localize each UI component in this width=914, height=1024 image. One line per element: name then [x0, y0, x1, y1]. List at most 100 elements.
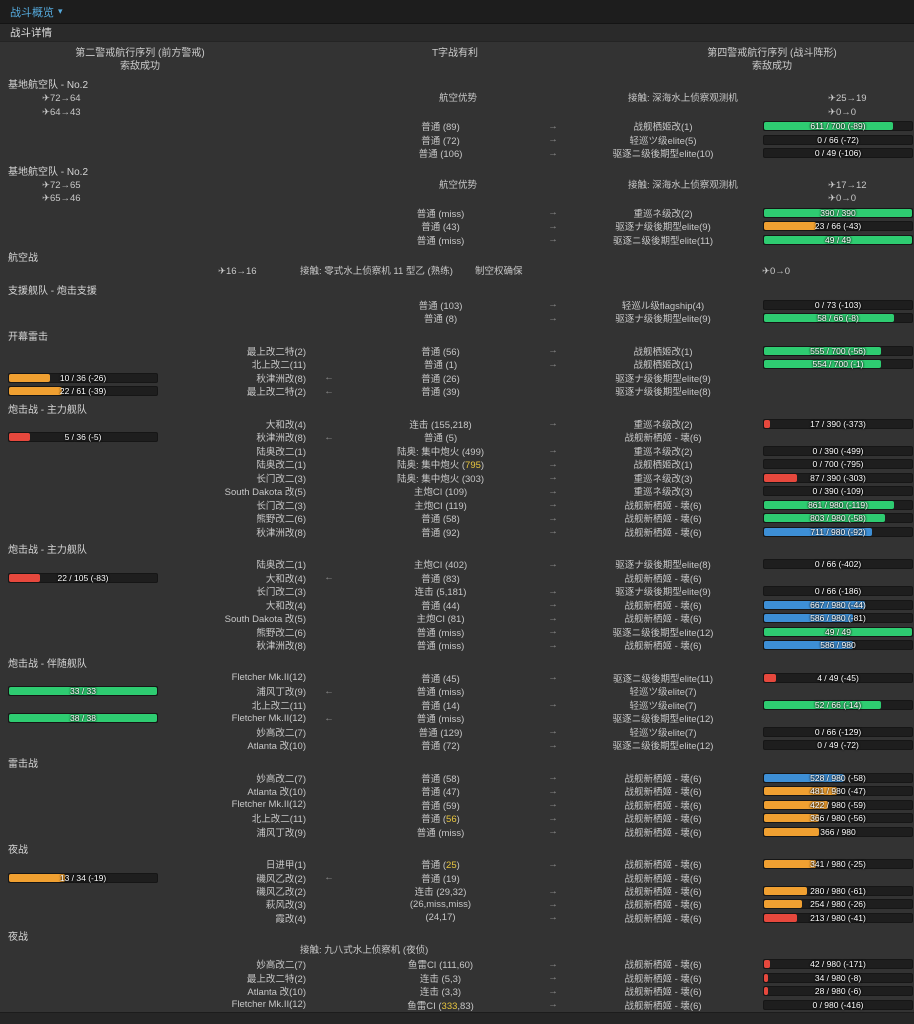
attack-row: 普通 (103) → 轻巡ル级flagship(4) 0 / 73 (-103) — [0, 298, 914, 312]
attack-row: 霞改(4) (24,17) → 战舰新栖姬 - 壊(6) 213 / 980 (-41) — [0, 911, 914, 925]
detection-row: 索敌成功 索敌成功 — [0, 60, 914, 73]
battle-overview-dropdown[interactable]: 战斗概览 — [10, 6, 54, 19]
enemy-hp-cell: 23 / 66 (-43) — [755, 221, 914, 231]
enemy-hp-cell: 481 / 980 (-47) — [755, 786, 914, 796]
attack-value: 普通 (43) — [421, 222, 460, 233]
enemy-name: 战舰新栖姬 - 壊(6) — [624, 641, 702, 652]
damage-arrow-left: ← — [324, 872, 334, 883]
damage-arrow-right: → — [548, 826, 558, 837]
attack-row: 长门改二(3) 陆奥: 集中炮火 (303) → 重巡ネ级改(3) 87 / 390 (… — [0, 471, 914, 485]
damage-arrow-right: → — [548, 234, 558, 245]
phase-label: 雷击战 — [8, 758, 38, 770]
ship-name: 最上改二特(2) — [246, 387, 306, 398]
enemy-name: 轻巡ツ级elite(7) — [629, 687, 697, 698]
attack-value: 陆奥: 集中炮火 (499) — [396, 446, 485, 458]
hp-bar: 0 / 73 (-103) — [763, 299, 913, 310]
enemy-hp-cell: 555 / 700 (-56) — [755, 345, 914, 356]
attack-value: 主炮CI (119) — [414, 500, 467, 512]
attack-value: 普通 (1) — [423, 360, 458, 371]
enemy-name: 轻巡ツ级elite(7) — [629, 727, 697, 739]
enemy-name: 驱逐ニ级後期型elite(10) — [612, 149, 714, 160]
attack-value: 鱼雷CI (111,60) — [407, 960, 474, 971]
enemy-hp-cell: 611 / 700 (-89) — [755, 121, 914, 131]
hp-bar-text: 366 / 980 — [820, 826, 856, 837]
ship-name: Atlanta 改(10) — [247, 987, 306, 998]
attack-value: 普通 (58) — [421, 773, 460, 785]
damage-arrow-right: → — [548, 799, 558, 810]
hp-bar: 34 / 980 (-8) — [763, 972, 913, 983]
enemy-name: 战舰栖姬改(1) — [633, 360, 693, 371]
attack-value: 主炮CI (81) — [416, 614, 465, 625]
enemy-hp-cell: 422 / 980 (-59) — [755, 799, 914, 810]
ship-name: 日进甲(1) — [265, 860, 306, 871]
enemy-hp-cell: 586 / 980 (-81) — [755, 613, 914, 623]
attack-row: 普通 (miss) → 驱逐ニ级後期型elite(11) 49 / 49 — [0, 233, 914, 247]
attack-row: 最上改二特(2) 普通 (56) → 战舰栖姬改(1) 555 / 700 (-56) — [0, 344, 914, 358]
hp-bar: 280 / 980 (-61) — [763, 886, 913, 896]
hp-bar-text: 28 / 980 (-6) — [814, 986, 862, 996]
enemy-hp-cell: 254 / 980 (-26) — [755, 899, 914, 910]
enemy-name: 轻巡ツ级elite(5) — [629, 135, 697, 147]
ship-name: 最上改二特(2) — [246, 973, 306, 985]
damage-arrow-right: → — [548, 972, 558, 983]
caret-down-icon[interactable]: ▾ — [58, 6, 63, 16]
battle-details-header[interactable]: 战斗详情 — [0, 24, 914, 42]
hp-bar-fill — [9, 433, 30, 441]
enemy-hp-cell: 390 / 390 — [755, 207, 914, 218]
enemy-name: 重巡ネ级改(2) — [633, 446, 693, 458]
damage-arrow-right: → — [548, 772, 558, 783]
hp-bar-text: 0 / 49 (-72) — [817, 740, 859, 750]
hp-bar-text: 803 / 980 (-58) — [810, 513, 866, 523]
hp-bar-text: 22 / 61 (-39) — [59, 386, 107, 396]
attack-value: 普通 (25) — [421, 860, 460, 871]
damage-arrow-right: → — [548, 858, 558, 870]
attack-value: 普通 (5) — [423, 433, 458, 444]
ship-name: South Dakota 改(5) — [224, 487, 306, 498]
enemy-hp-cell: 42 / 980 (-171) — [755, 959, 914, 969]
hp-bar-text: 555 / 700 (-56) — [810, 345, 866, 356]
damage-arrow-right: → — [548, 885, 558, 897]
attack-value: 普通 (miss) — [416, 235, 465, 247]
hp-bar: 42 / 980 (-171) — [763, 959, 913, 969]
enemy-hp-cell: 0 / 66 (-186) — [755, 586, 914, 596]
friendly-plane-count: ✈16→16 — [218, 266, 257, 277]
attack-value: (26,miss,miss) — [409, 898, 472, 910]
hp-bar-fill — [764, 600, 865, 609]
hp-bar-text: 528 / 980 (-58) — [810, 772, 866, 783]
hp-bar-fill — [764, 900, 803, 909]
attack-row: Fletcher Mk.II(12) 普通 (59) → 战舰新栖姬 - 壊(6) 42… — [0, 798, 914, 812]
hp-bar-fill — [9, 873, 66, 882]
hp-bar-fill — [764, 913, 797, 922]
attack-value: 普通 (19) — [421, 873, 460, 885]
hp-bar: 390 / 390 — [763, 207, 913, 218]
bottom-bar — [0, 1012, 914, 1024]
attack-value: 普通 (59) — [421, 800, 460, 812]
hp-bar-text: 586 / 980 (-81) — [810, 613, 866, 623]
hp-bar-fill — [764, 641, 853, 649]
friendly-plane-count: ✈72→65 — [42, 179, 81, 191]
enemy-name: 战舰新栖姬 - 壊(6) — [624, 827, 702, 839]
hp-bar: 555 / 700 (-56) — [763, 345, 913, 356]
attack-value: 普通 (miss) — [416, 627, 465, 639]
attack-row: 10 / 36 (-26) 秋津洲改(8) ← 普通 (26) 驱逐ナ级後期型elite… — [0, 371, 914, 385]
enemy-name: 战舰新栖姬 - 壊(6) — [624, 573, 702, 585]
attack-row: 13 / 34 (-19) 磯风乙改(2) ← 普通 (19) 战舰新栖姬 - 壊(6) — [0, 871, 914, 885]
enemy-contact-info: 接触: 深海水上侦察观测机 — [628, 179, 738, 191]
phase-label: 基地航空队 - No.2 — [8, 166, 89, 178]
damage-arrow-right: → — [548, 526, 558, 537]
enemy-name: 驱逐ニ级後期型elite(12) — [612, 741, 714, 752]
enemy-contact-info: 接触: 深海水上侦察观测机 — [628, 93, 738, 104]
battle-phase: 夜战 接触: 九八式水上侦察机 (夜侦) 妙高改二(7) 鱼雷CI (111,60) →… — [0, 931, 914, 1012]
hp-bar: 4 / 49 (-45) — [763, 672, 913, 683]
hp-bar-fill — [764, 314, 895, 322]
hp-bar-text: 341 / 980 (-25) — [810, 859, 866, 869]
hp-bar: 0 / 66 (-402) — [763, 559, 913, 569]
enemy-name: 驱逐ナ级後期型elite(8) — [615, 387, 711, 398]
attack-value: 普通 (8) — [423, 314, 458, 325]
critical-damage: 795 — [465, 460, 481, 471]
attack-row: 陆奥改二(1) 陆奥: 集中炮火 (795) → 战舰栖姬改(1) 0 / 700 (-… — [0, 457, 914, 471]
enemy-name: 驱逐ナ级後期型elite(9) — [615, 373, 711, 385]
attack-value: 普通 (14) — [421, 700, 460, 712]
ship-name: 浦风丁改(9) — [256, 687, 306, 698]
enemy-hp-cell: 49 / 49 — [755, 626, 914, 637]
